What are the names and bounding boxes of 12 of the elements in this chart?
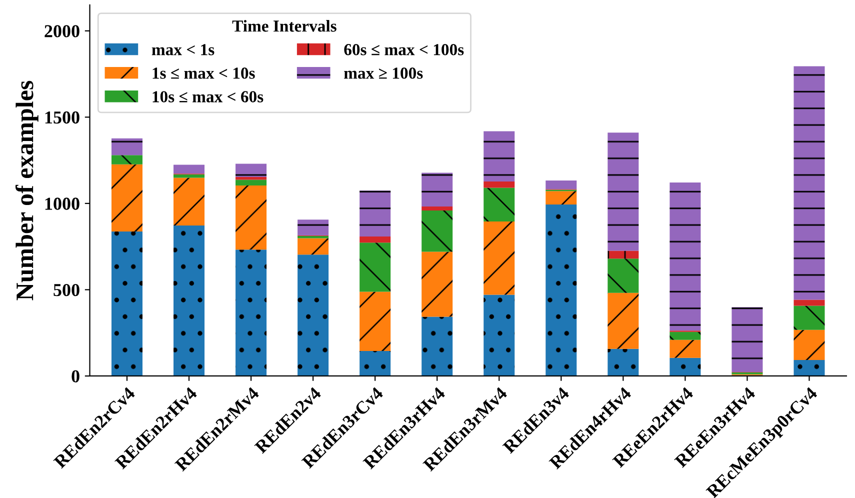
legend-title: Time Intervals xyxy=(232,20,336,32)
y-tick-label: 2000 xyxy=(44,25,80,38)
y-axis-title: Number of examples xyxy=(15,80,38,300)
y-tick-label: 0 xyxy=(72,370,80,382)
legend-label: 60s ≤ max < 100s xyxy=(344,44,464,56)
legend-label: 10s ≤ max < 60s xyxy=(152,91,264,102)
y-tick-label: 1000 xyxy=(45,198,80,210)
legend-label: max ≥ 100s xyxy=(344,68,423,79)
y-tick-label: 1500 xyxy=(45,111,80,124)
legend-label: max < 1s xyxy=(152,44,214,56)
legend-label: 1s ≤ max < 10s xyxy=(152,68,255,79)
y-tick-label: 500 xyxy=(54,284,80,296)
